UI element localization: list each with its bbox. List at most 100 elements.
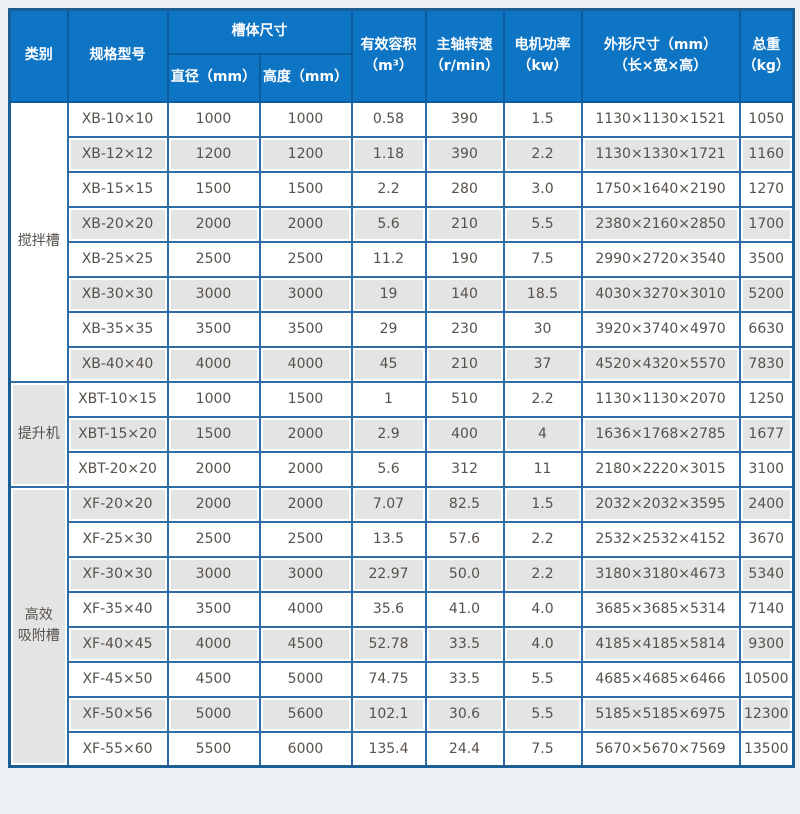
value-cell: 190 bbox=[424, 240, 505, 278]
table-row: XB-12×12 1200 1200 1.18 390 2.2 1130×1330×1721… bbox=[10, 135, 795, 173]
table-body: 搅拌槽 XB-10×10 1000 1000 0.58 390 1.5 1130×1130×1… bbox=[8, 100, 795, 768]
value-cell: 5000 bbox=[258, 660, 353, 698]
value-cell: 1050 bbox=[738, 100, 795, 138]
value-cell: 4.0 bbox=[502, 625, 583, 663]
model-cell: XB-35×35 bbox=[66, 310, 169, 348]
value-cell: 1130×1330×1721 bbox=[580, 135, 741, 173]
value-cell: 5000 bbox=[166, 695, 261, 733]
table-row: XB-25×25 2500 2500 11.2 190 7.5 2990×2720×3540… bbox=[10, 240, 795, 278]
header-dimensions: 外形尺寸（mm） （长×宽×高） bbox=[580, 8, 741, 103]
value-cell: 5.6 bbox=[350, 205, 427, 243]
table-row: XF-35×40 3500 4000 35.6 41.0 4.0 3685×3685×531… bbox=[10, 590, 795, 628]
value-cell: 7.07 bbox=[350, 485, 427, 523]
model-cell: XF-50×56 bbox=[66, 695, 169, 733]
header-volume: 有效容积 （m³） bbox=[350, 8, 427, 103]
value-cell: 3.0 bbox=[502, 170, 583, 208]
value-cell: 12300 bbox=[738, 695, 795, 733]
value-cell: 2000 bbox=[258, 205, 353, 243]
value-cell: 6630 bbox=[738, 310, 795, 348]
value-cell: 82.5 bbox=[424, 485, 505, 523]
value-cell: 1750×1640×2190 bbox=[580, 170, 741, 208]
table-row: XB-30×30 3000 3000 19 140 18.5 4030×3270×3010 5… bbox=[10, 275, 795, 313]
value-cell: 5600 bbox=[258, 695, 353, 733]
value-cell: 4500 bbox=[166, 660, 261, 698]
value-cell: 2000 bbox=[166, 205, 261, 243]
value-cell: 1677 bbox=[738, 415, 795, 453]
model-cell: XF-55×60 bbox=[66, 730, 169, 768]
value-cell: 30.6 bbox=[424, 695, 505, 733]
model-cell: XF-35×40 bbox=[66, 590, 169, 628]
value-cell: 1.18 bbox=[350, 135, 427, 173]
model-cell: XB-12×12 bbox=[66, 135, 169, 173]
value-cell: 2000 bbox=[258, 415, 353, 453]
value-cell: 7830 bbox=[738, 345, 795, 383]
value-cell: 5500 bbox=[166, 730, 261, 768]
model-cell: XF-45×50 bbox=[66, 660, 169, 698]
model-cell: XBT-15×20 bbox=[66, 415, 169, 453]
value-cell: 2.9 bbox=[350, 415, 427, 453]
value-cell: 22.97 bbox=[350, 555, 427, 593]
value-cell: 3000 bbox=[166, 275, 261, 313]
model-cell: XB-30×30 bbox=[66, 275, 169, 313]
value-cell: 2.2 bbox=[502, 380, 583, 418]
table-row: XB-35×35 3500 3500 29 230 30 3920×3740×4970 663… bbox=[10, 310, 795, 348]
model-cell: XB-20×20 bbox=[66, 205, 169, 243]
value-cell: 1200 bbox=[166, 135, 261, 173]
value-cell: 3500 bbox=[166, 310, 261, 348]
value-cell: 3500 bbox=[166, 590, 261, 628]
value-cell: 312 bbox=[424, 450, 505, 488]
value-cell: 3000 bbox=[258, 555, 353, 593]
value-cell: 37 bbox=[502, 345, 583, 383]
table-row: XF-25×30 2500 2500 13.5 57.6 2.2 2532×2532×415… bbox=[10, 520, 795, 558]
value-cell: 45 bbox=[350, 345, 427, 383]
value-cell: 2500 bbox=[166, 520, 261, 558]
table-row: XF-50×56 5000 5600 102.1 30.6 5.5 5185×5185×69… bbox=[10, 695, 795, 733]
category-cell: 高效 吸附槽 bbox=[8, 485, 69, 768]
value-cell: 1500 bbox=[166, 415, 261, 453]
value-cell: 2.2 bbox=[502, 135, 583, 173]
value-cell: 1160 bbox=[738, 135, 795, 173]
value-cell: 2990×2720×3540 bbox=[580, 240, 741, 278]
value-cell: 4030×3270×3010 bbox=[580, 275, 741, 313]
value-cell: 24.4 bbox=[424, 730, 505, 768]
value-cell: 5.5 bbox=[502, 695, 583, 733]
value-cell: 2.2 bbox=[502, 555, 583, 593]
table-row: XB-15×15 1500 1500 2.2 280 3.0 1750×1640×2190 1… bbox=[10, 170, 795, 208]
value-cell: 3685×3685×5314 bbox=[580, 590, 741, 628]
value-cell: 1000 bbox=[258, 100, 353, 138]
table-row: XF-45×50 4500 5000 74.75 33.5 5.5 4685×4685×64… bbox=[10, 660, 795, 698]
value-cell: 2500 bbox=[166, 240, 261, 278]
model-cell: XB-10×10 bbox=[66, 100, 169, 138]
value-cell: 3920×3740×4970 bbox=[580, 310, 741, 348]
value-cell: 5185×5185×6975 bbox=[580, 695, 741, 733]
value-cell: 0.58 bbox=[350, 100, 427, 138]
value-cell: 1000 bbox=[166, 380, 261, 418]
value-cell: 1500 bbox=[166, 170, 261, 208]
model-cell: XB-40×40 bbox=[66, 345, 169, 383]
value-cell: 7140 bbox=[738, 590, 795, 628]
value-cell: 4000 bbox=[258, 345, 353, 383]
value-cell: 4520×4320×5570 bbox=[580, 345, 741, 383]
value-cell: 4500 bbox=[258, 625, 353, 663]
value-cell: 2000 bbox=[258, 450, 353, 488]
model-cell: XF-25×30 bbox=[66, 520, 169, 558]
model-cell: XF-40×45 bbox=[66, 625, 169, 663]
value-cell: 13500 bbox=[738, 730, 795, 768]
value-cell: 280 bbox=[424, 170, 505, 208]
value-cell: 18.5 bbox=[502, 275, 583, 313]
value-cell: 4000 bbox=[166, 625, 261, 663]
header-tank-size: 槽体尺寸 bbox=[166, 8, 353, 55]
value-cell: 5340 bbox=[738, 555, 795, 593]
value-cell: 3100 bbox=[738, 450, 795, 488]
value-cell: 2500 bbox=[258, 520, 353, 558]
table-row: 提升机 XBT-10×15 1000 1500 1 510 2.2 1130×1130×207… bbox=[8, 380, 795, 488]
table-row: XBT-15×20 1500 2000 2.9 400 4 1636×1768×2785 16… bbox=[10, 415, 795, 453]
value-cell: 30 bbox=[502, 310, 583, 348]
value-cell: 3500 bbox=[738, 240, 795, 278]
value-cell: 1270 bbox=[738, 170, 795, 208]
model-cell: XBT-20×20 bbox=[66, 450, 169, 488]
header-weight: 总重 （kg） bbox=[738, 8, 795, 103]
value-cell: 52.78 bbox=[350, 625, 427, 663]
value-cell: 1 bbox=[350, 380, 427, 418]
value-cell: 1700 bbox=[738, 205, 795, 243]
